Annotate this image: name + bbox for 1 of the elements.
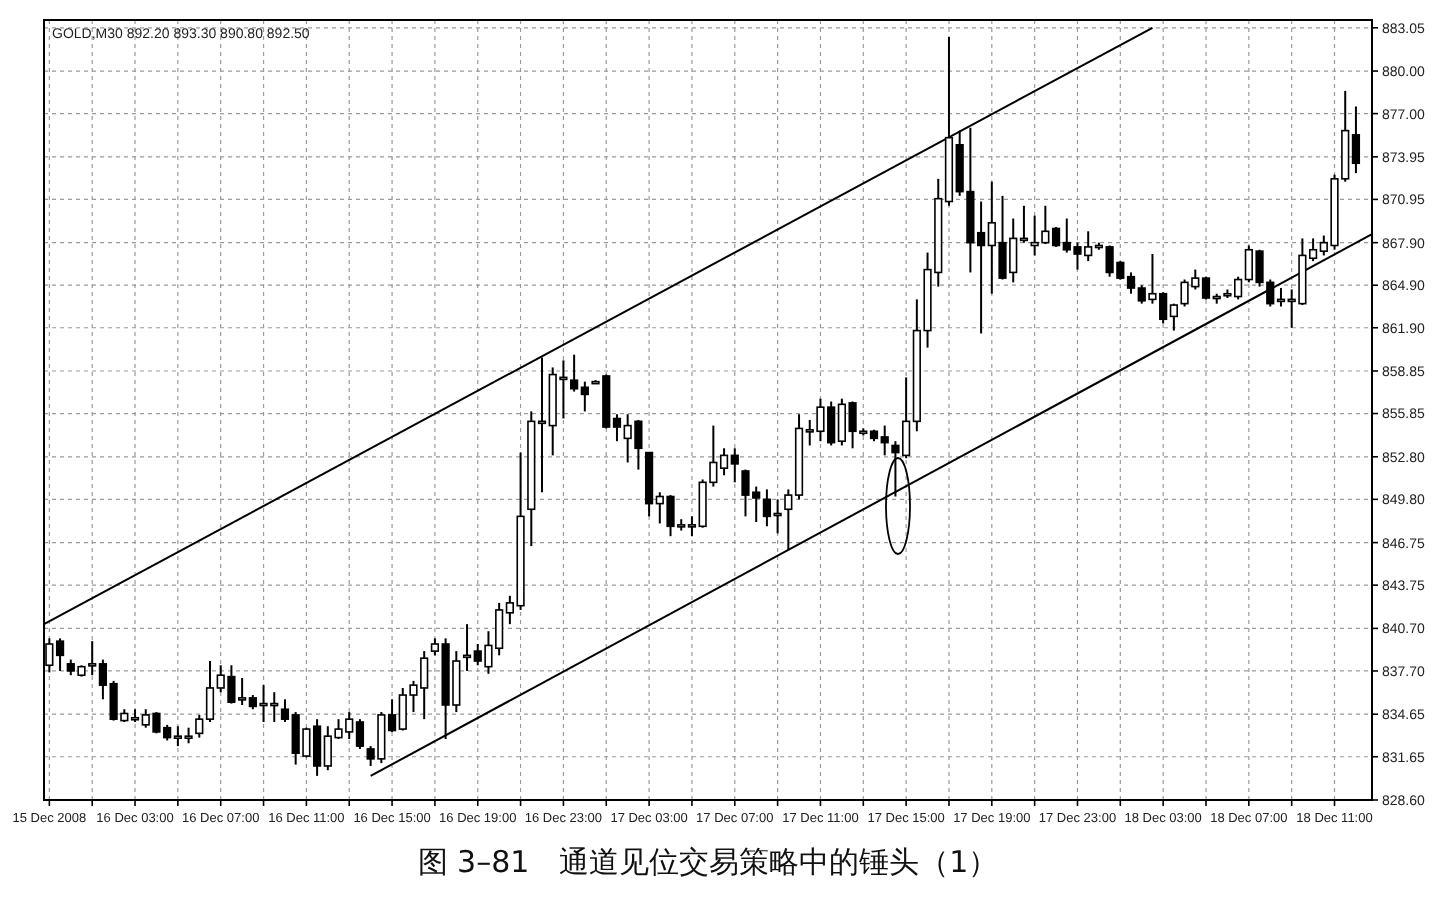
caption: 图 3–81 通道见位交易策略中的锤头（1） xyxy=(417,844,999,880)
